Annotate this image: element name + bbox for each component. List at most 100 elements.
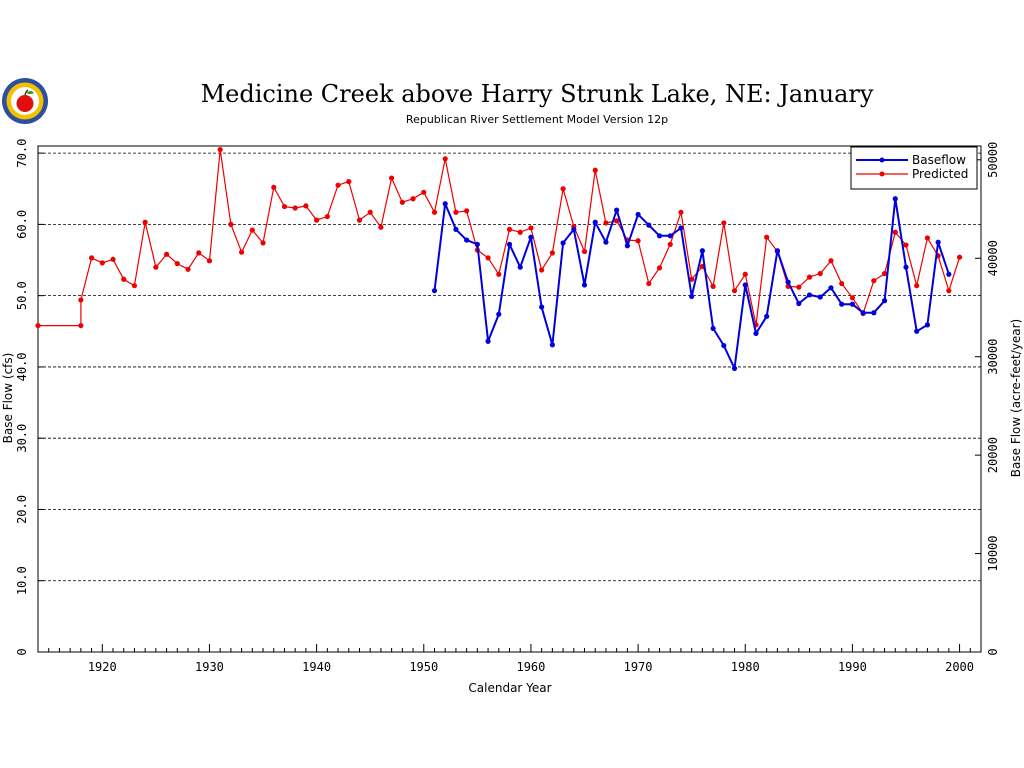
data-point-predicted bbox=[324, 213, 330, 220]
data-point-baseflow bbox=[560, 240, 566, 246]
data-point-baseflow bbox=[699, 248, 705, 254]
data-point-baseflow bbox=[860, 310, 866, 316]
data-point-baseflow bbox=[453, 226, 459, 232]
data-point-predicted bbox=[656, 265, 663, 271]
data-point-predicted bbox=[314, 217, 320, 223]
data-point-predicted bbox=[581, 248, 588, 255]
data-point-baseflow bbox=[871, 310, 877, 316]
data-point-baseflow bbox=[742, 282, 748, 288]
data-point-baseflow bbox=[817, 294, 823, 300]
data-point-baseflow bbox=[839, 301, 845, 307]
data-point-predicted bbox=[603, 220, 609, 226]
data-point-baseflow bbox=[539, 304, 545, 310]
data-point-predicted bbox=[346, 179, 352, 185]
y-axis-label: Base Flow (cfs) bbox=[1, 353, 15, 444]
x-axis-ticks: 1920 1930 1940 1950 1960 1970 1980 1990 2000 bbox=[48, 644, 974, 674]
data-point-predicted bbox=[174, 260, 180, 267]
data-point-baseflow bbox=[721, 342, 727, 349]
legend-label-baseflow: Baseflow bbox=[912, 153, 966, 167]
data-point-predicted bbox=[110, 256, 116, 262]
data-point-baseflow bbox=[667, 233, 673, 239]
data-point-predicted bbox=[506, 226, 513, 232]
data-point-predicted bbox=[431, 209, 438, 215]
legend-box bbox=[850, 146, 978, 190]
legend-marker-predicted bbox=[879, 171, 885, 177]
data-point-baseflow bbox=[689, 293, 695, 299]
data-point-predicted bbox=[153, 264, 159, 270]
data-point-baseflow bbox=[924, 322, 931, 328]
data-point-predicted bbox=[881, 270, 888, 277]
data-point-predicted bbox=[721, 220, 727, 226]
data-point-baseflow bbox=[946, 271, 952, 277]
y-tick-label: 70.0 bbox=[15, 139, 29, 168]
x-tick-label: 2000 bbox=[945, 660, 974, 674]
x-tick-label: 1950 bbox=[409, 660, 438, 674]
data-point-predicted bbox=[839, 280, 845, 287]
data-point-predicted bbox=[367, 209, 373, 215]
data-point-predicted bbox=[464, 208, 470, 214]
y-tick-label: 60.0 bbox=[15, 210, 29, 239]
y2-axis-label: Base Flow (acre-feet/year) bbox=[1009, 319, 1023, 477]
data-point-baseflow bbox=[603, 239, 609, 245]
data-point-predicted bbox=[914, 283, 920, 289]
data-point-predicted bbox=[389, 175, 395, 181]
data-point-predicted bbox=[196, 250, 202, 256]
y2-tick-label: 10000 bbox=[986, 536, 1000, 572]
y2-tick-label: 0 bbox=[986, 648, 1000, 655]
y2-tick-label: 30000 bbox=[986, 339, 1000, 375]
x-tick-label: 1960 bbox=[516, 660, 545, 674]
y2-tick-label: 50000 bbox=[986, 142, 1000, 178]
data-point-predicted bbox=[35, 322, 41, 329]
data-point-baseflow bbox=[571, 226, 577, 232]
data-point-baseflow bbox=[849, 301, 856, 307]
data-point-predicted bbox=[249, 227, 255, 233]
data-point-baseflow bbox=[506, 241, 513, 247]
data-point-predicted bbox=[828, 258, 834, 264]
data-point-baseflow bbox=[464, 237, 470, 243]
data-point-predicted bbox=[78, 322, 84, 329]
data-point-baseflow bbox=[431, 288, 438, 294]
data-point-predicted bbox=[206, 258, 213, 264]
data-point-predicted bbox=[742, 271, 748, 277]
data-point-predicted bbox=[78, 297, 84, 303]
y-tick-label: 50.0 bbox=[15, 281, 29, 310]
data-point-predicted bbox=[764, 234, 770, 240]
data-point-predicted bbox=[281, 203, 288, 210]
data-point-baseflow bbox=[474, 241, 480, 247]
x-tick-label: 1970 bbox=[624, 660, 653, 674]
data-point-predicted bbox=[528, 225, 534, 231]
data-point-predicted bbox=[163, 251, 170, 257]
data-point-predicted bbox=[614, 218, 620, 224]
data-point-baseflow bbox=[914, 328, 920, 334]
data-point-predicted bbox=[539, 267, 545, 273]
data-point-baseflow bbox=[442, 201, 448, 207]
data-point-baseflow bbox=[656, 233, 663, 239]
x-tick-label: 1920 bbox=[88, 660, 117, 674]
y-tick-label: 10.0 bbox=[15, 566, 29, 595]
data-point-predicted bbox=[260, 240, 266, 246]
data-point-predicted bbox=[88, 255, 95, 261]
y2-axis-ticks: 0 10000 20000 30000 40000 50000 bbox=[975, 142, 1000, 656]
data-point-predicted bbox=[228, 221, 234, 227]
data-point-predicted bbox=[496, 271, 502, 277]
data-point-predicted bbox=[592, 167, 598, 173]
data-point-predicted bbox=[292, 205, 298, 211]
data-point-predicted bbox=[871, 278, 877, 284]
y2-tick-label: 40000 bbox=[986, 240, 1000, 276]
x-tick-label: 1940 bbox=[302, 660, 331, 674]
data-point-baseflow bbox=[549, 342, 555, 348]
y-axis-ticks: 0 10.0 20.0 30.0 40.0 50.0 60.0 70.0 bbox=[15, 139, 44, 656]
data-point-predicted bbox=[849, 295, 856, 301]
data-point-baseflow bbox=[528, 234, 534, 240]
data-point-predicted bbox=[410, 196, 416, 202]
x-tick-label: 1980 bbox=[731, 660, 760, 674]
data-point-predicted bbox=[453, 209, 459, 215]
data-point-predicted bbox=[710, 283, 716, 289]
data-point-baseflow bbox=[796, 300, 802, 307]
data-point-baseflow bbox=[496, 311, 502, 317]
data-point-predicted bbox=[399, 199, 405, 205]
data-point-predicted bbox=[549, 250, 555, 256]
chart-title: Medicine Creek above Harry Strunk Lake, … bbox=[201, 80, 874, 108]
series-layer bbox=[35, 146, 963, 371]
data-point-baseflow bbox=[635, 211, 641, 218]
